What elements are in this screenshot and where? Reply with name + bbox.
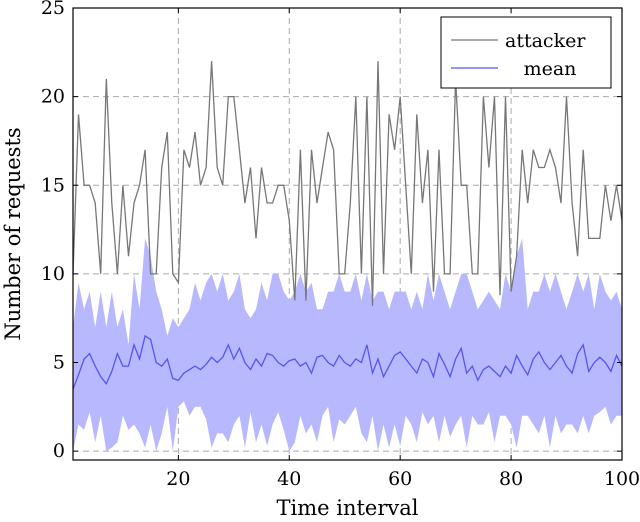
- x-tick-label: 80: [499, 468, 523, 490]
- y-tick-label: 20: [41, 86, 65, 108]
- y-tick-label: 10: [41, 263, 65, 285]
- x-tick-label: 40: [277, 468, 301, 490]
- mean-series-line: [72, 334, 623, 390]
- legend-box: [440, 16, 612, 89]
- x-tick-label: 60: [388, 468, 412, 490]
- legend: attacker mean: [440, 16, 612, 89]
- y-tick-label: 15: [41, 174, 65, 196]
- x-tick-label: 20: [166, 468, 190, 490]
- plot-frame: [72, 7, 623, 461]
- y-tick-label: 0: [53, 440, 65, 462]
- axis-ticks: 20 40 60 80 100 0 5 10 15 20 25: [41, 0, 640, 490]
- y-axis-title: Number of requests: [1, 127, 25, 340]
- x-tick-label: 100: [604, 468, 640, 490]
- mean-variance-band: [73, 238, 622, 452]
- legend-label-attacker: attacker: [505, 30, 586, 52]
- legend-label-mean: mean: [524, 58, 577, 80]
- x-axis-title: Time interval: [277, 496, 419, 520]
- y-tick-label: 25: [41, 0, 65, 19]
- y-tick-label: 5: [53, 352, 65, 374]
- attacker-series-line: [72, 61, 623, 306]
